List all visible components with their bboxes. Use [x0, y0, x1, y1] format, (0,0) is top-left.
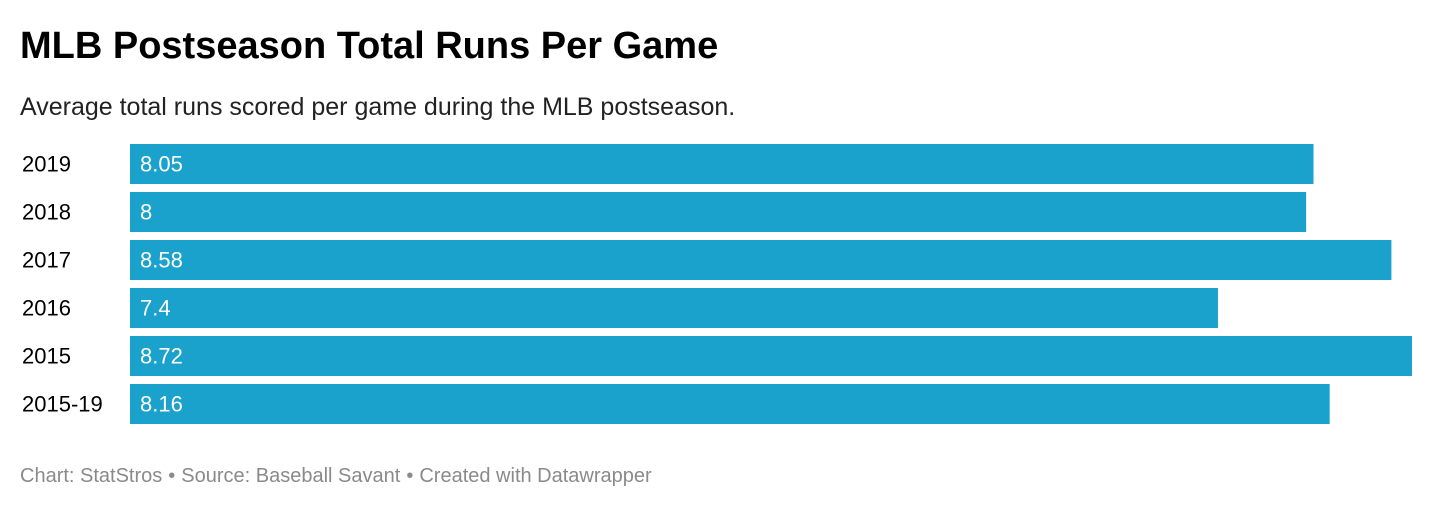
- category-label: 2015-19: [22, 392, 103, 417]
- category-label: 2016: [22, 296, 71, 321]
- footer-separator: •: [406, 465, 414, 487]
- category-label: 2017: [22, 248, 71, 273]
- chart-subtitle: Average total runs scored per game durin…: [20, 93, 736, 121]
- bar-row: 2015 8.72: [22, 336, 1412, 376]
- bar: [130, 288, 1218, 328]
- bar-row: 2016 7.4: [22, 288, 1218, 328]
- bar-value-label: 8.58: [140, 248, 183, 273]
- bar-value-label: 8.72: [140, 344, 183, 369]
- bar-row: 2019 8.05: [22, 144, 1314, 184]
- bar: [130, 384, 1330, 424]
- chart-title: MLB Postseason Total Runs Per Game: [20, 25, 719, 67]
- bar-chart: 2019 8.05 2018 8 2017 8.58 2016 7.4 2015 8.72 2015…: [0, 140, 1434, 430]
- bar-row: 2018 8: [22, 192, 1307, 232]
- bar-row: 2015-19 8.16: [22, 384, 1330, 424]
- created-with-credit: Created with Datawrapper: [419, 465, 652, 487]
- bar-value-label: 7.4: [140, 296, 171, 321]
- bar: [130, 144, 1314, 184]
- bar-row: 2017 8.58: [22, 240, 1392, 280]
- footer-separator: •: [168, 465, 176, 487]
- bar-value-label: 8: [140, 200, 152, 225]
- bar: [130, 240, 1392, 280]
- bar-value-label: 8.05: [140, 152, 183, 177]
- chart-credit: Chart: StatStros: [20, 465, 163, 487]
- source-credit: Source: Baseball Savant: [181, 465, 401, 487]
- category-label: 2015: [22, 344, 71, 369]
- bar-value-label: 8.16: [140, 392, 183, 417]
- category-label: 2018: [22, 200, 71, 225]
- chart-footer: Chart: StatStros • Source: Baseball Savant…: [20, 462, 652, 490]
- category-label: 2019: [22, 152, 71, 177]
- bar: [130, 192, 1307, 232]
- bar: [130, 336, 1412, 376]
